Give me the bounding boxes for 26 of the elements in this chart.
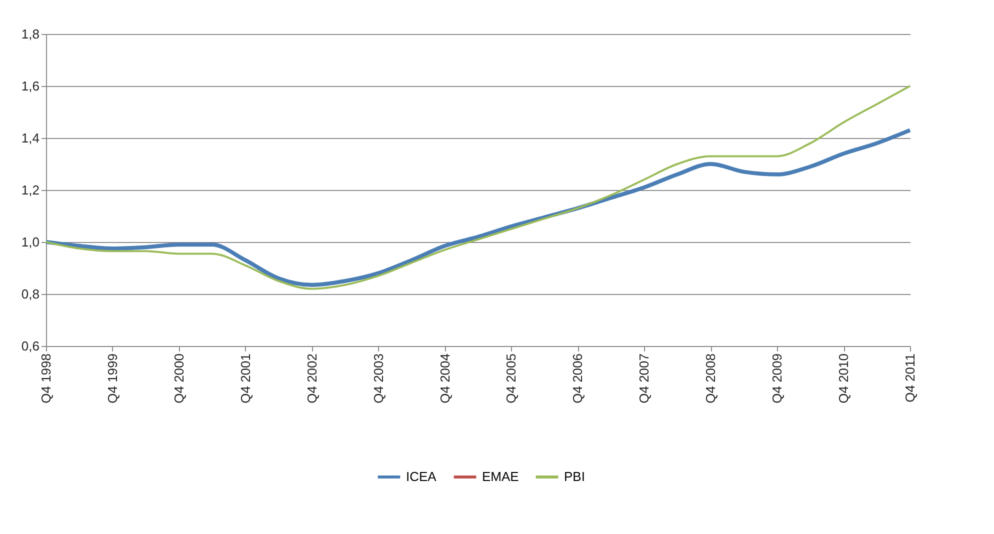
y-tick-label: 1,2 [21,182,40,198]
x-tick-label: Q4 1999 [104,354,120,404]
x-tick-label: Q4 2009 [770,354,785,404]
x-tick-label: Q4 2005 [504,354,519,404]
x-tick-label: Q4 2004 [437,354,452,404]
x-tick-label: Q4 2000 [171,354,186,404]
legend-label: PBI [564,469,585,484]
y-tick-label: 0,8 [21,286,40,302]
x-tick-label: Q4 1998 [38,354,54,404]
x-tick-label: Q4 2011 [902,354,918,402]
x-tick-label: Q4 2002 [304,354,320,404]
x-tick-label: Q4 2001 [238,354,253,404]
y-tick-label: 1,8 [21,26,40,42]
x-tick-label: Q4 2007 [636,354,652,404]
legend-label: EMAE [482,469,520,484]
x-tick-label: Q4 2006 [570,354,586,404]
line-series [44,128,912,287]
line-series [45,85,911,290]
y-tick-label: 1,4 [21,130,40,146]
x-tick-label: Q4 2003 [370,354,386,404]
y-tick-label: 1,6 [21,78,40,94]
legend-label: ICEA [406,469,437,484]
y-tick-label: 1,0 [21,234,40,250]
y-tick-label: 0,6 [21,338,40,354]
x-tick-label: Q4 2008 [703,354,718,404]
x-tick-label: Q4 2010 [836,354,852,404]
